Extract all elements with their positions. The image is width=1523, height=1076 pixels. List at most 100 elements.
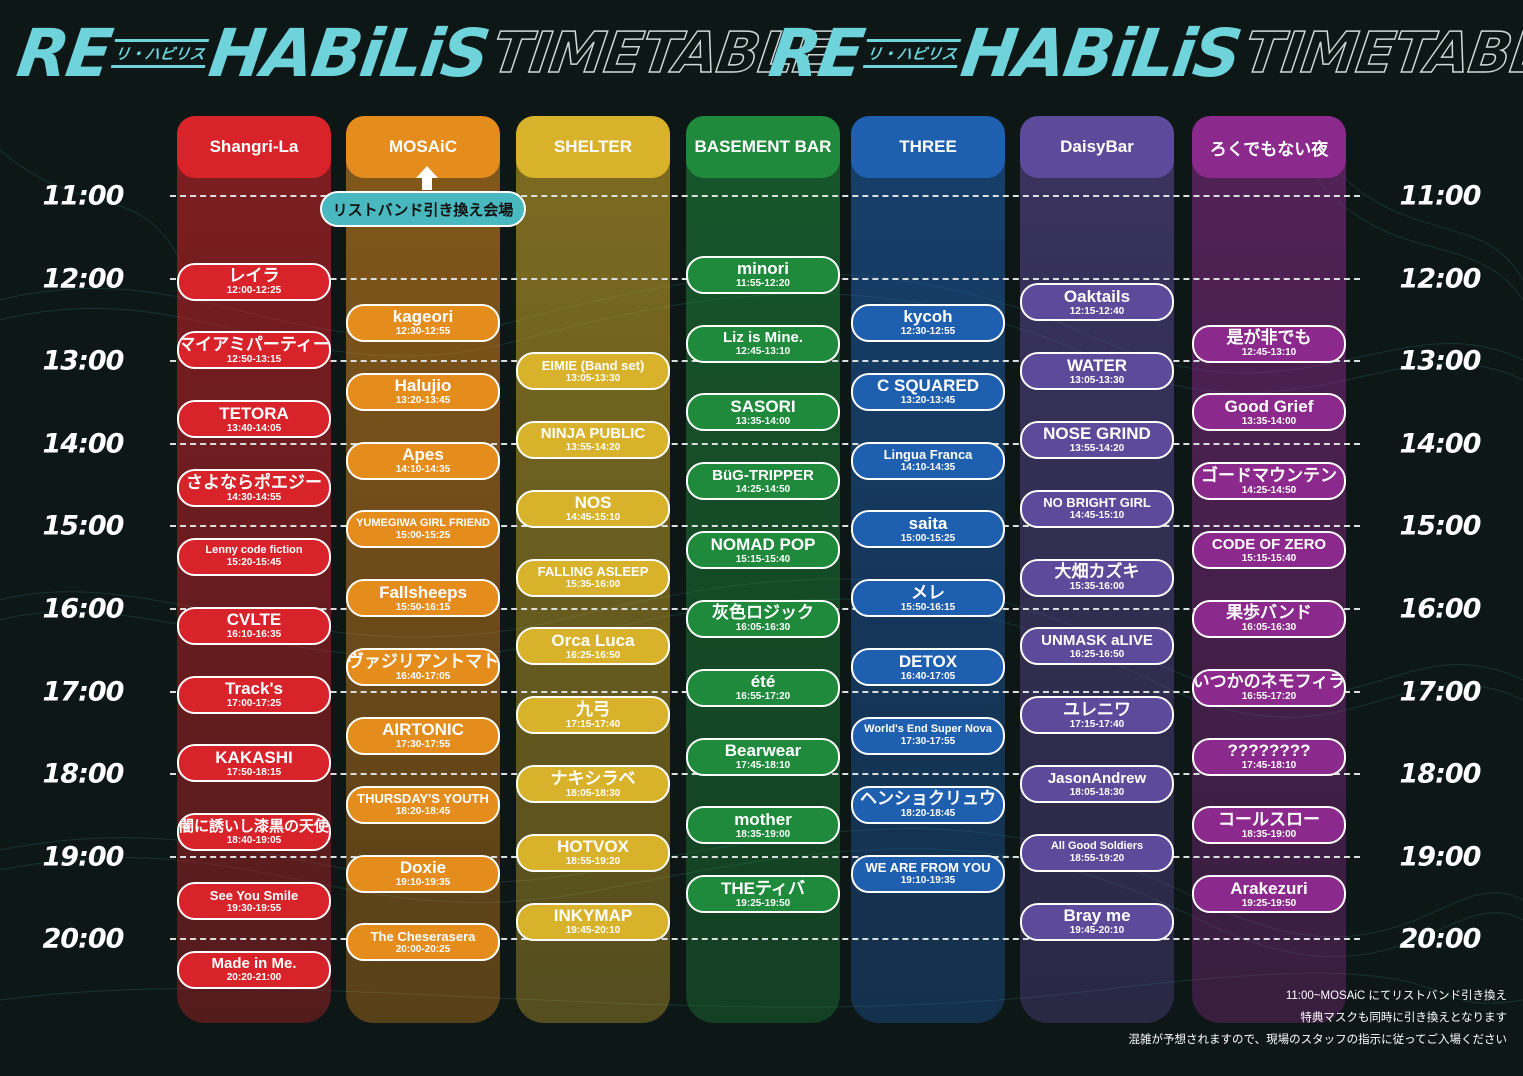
performance-slot[interactable]: été 16:55-17:20: [686, 668, 840, 707]
performance-slot[interactable]: レイラ 12:00-12:25: [177, 262, 331, 301]
performance-slot[interactable]: Lenny code fiction 15:20-15:45: [177, 537, 331, 576]
performance-slot[interactable]: 大畑カズキ 15:35-16:00: [1020, 558, 1174, 597]
performance-slot[interactable]: Arakezuri 19:25-19:50: [1192, 875, 1346, 914]
artist-name: メレ: [911, 582, 945, 602]
artist-name: ユレニワ: [1063, 699, 1131, 719]
slot-time: 16:25-16:50: [565, 649, 621, 661]
artist-name: NOSE GRIND: [1043, 424, 1151, 444]
performance-slot[interactable]: ユレニワ 17:15-17:40: [1020, 696, 1174, 735]
performance-slot[interactable]: See You Smile 19:30-19:55: [177, 882, 331, 921]
slot-time: 15:15-15:40: [735, 553, 791, 565]
performance-slot[interactable]: いつかのネモフィラ 16:55-17:20: [1192, 668, 1346, 707]
performance-slot[interactable]: 果歩バンド 16:05-16:30: [1192, 599, 1346, 638]
performance-slot[interactable]: Bearwear 17:45-18:10: [686, 737, 840, 776]
logo-rest: HABiLiS: [204, 14, 493, 92]
artist-name: KAKASHI: [215, 747, 293, 767]
artist-name: Lingua Franca: [883, 447, 973, 463]
slot-time: 17:30-17:55: [900, 736, 956, 748]
artist-name: WE ARE FROM YOU: [865, 860, 991, 876]
performance-slot[interactable]: DETOX 16:40-17:05: [851, 648, 1005, 687]
performance-slot[interactable]: HOTVOX 18:55-19:20: [516, 833, 670, 872]
performance-slot[interactable]: All Good Soldiers 18:55-19:20: [1020, 833, 1174, 872]
performance-slot[interactable]: Bray me 19:45-20:10: [1020, 902, 1174, 941]
slot-time: 13:35-14:00: [1241, 415, 1297, 427]
performance-slot[interactable]: Apes 14:10-14:35: [346, 441, 500, 480]
performance-slot[interactable]: NINJA PUBLIC 13:55-14:20: [516, 420, 670, 459]
performance-slot[interactable]: JasonAndrew 18:05-18:30: [1020, 765, 1174, 804]
performance-slot[interactable]: Halujio 13:20-13:45: [346, 372, 500, 411]
performance-slot[interactable]: Liz is Mine. 12:45-13:10: [686, 324, 840, 363]
performance-slot[interactable]: BüG-TRIPPER 14:25-14:50: [686, 462, 840, 501]
performance-slot[interactable]: The Cheserasera 20:00-20:25: [346, 923, 500, 962]
slot-time: 15:00-15:25: [900, 532, 956, 544]
performance-slot[interactable]: EIMIE (Band set) 13:05-13:30: [516, 352, 670, 391]
time-label-right: 19:00: [1399, 841, 1482, 873]
performance-slot[interactable]: World's End Super Nova 17:30-17:55: [851, 716, 1005, 755]
performance-slot[interactable]: 灰色ロジック 16:05-16:30: [686, 599, 840, 638]
performance-slot[interactable]: 九弓 17:15-17:40: [516, 696, 670, 735]
slot-time: 19:10-19:35: [900, 875, 956, 887]
performance-slot[interactable]: CVLTE 16:10-16:35: [177, 606, 331, 645]
performance-slot[interactable]: Orca Luca 16:25-16:50: [516, 627, 670, 666]
performance-slot[interactable]: WE ARE FROM YOU 19:10-19:35: [851, 854, 1005, 893]
performance-slot[interactable]: ヘンショクリュウ 18:20-18:45: [851, 785, 1005, 824]
performance-slot[interactable]: NOS 14:45-15:10: [516, 489, 670, 528]
slot-time: 13:05-13:30: [1069, 374, 1125, 386]
performance-slot[interactable]: C SQUARED 13:20-13:45: [851, 372, 1005, 411]
performance-slot[interactable]: SASORI 13:35-14:00: [686, 393, 840, 432]
performance-slot[interactable]: KAKASHI 17:50-18:15: [177, 744, 331, 783]
slot-time: 13:05-13:30: [565, 372, 621, 384]
performance-slot[interactable]: NOMAD POP 15:15-15:40: [686, 531, 840, 570]
performance-slot[interactable]: ???????? 17:45-18:10: [1192, 737, 1346, 776]
performance-slot[interactable]: INKYMAP 19:45-20:10: [516, 902, 670, 941]
artist-name: 夕闇に誘いし漆黒の天使達: [179, 817, 330, 835]
performance-slot[interactable]: Lingua Franca 14:10-14:35: [851, 441, 1005, 480]
performance-slot[interactable]: ゴードマウンテン 14:25-14:50: [1192, 462, 1346, 501]
performance-slot[interactable]: kageori 12:30-12:55: [346, 303, 500, 342]
performance-slot[interactable]: Oaktails 12:15-12:40: [1020, 283, 1174, 322]
brand-logo: RE リ・ハビリス HABiLiS: [765, 15, 1245, 92]
time-label-left: 17:00: [42, 676, 125, 708]
performance-slot[interactable]: mother 18:35-19:00: [686, 806, 840, 845]
performance-slot[interactable]: FALLING ASLEEP 15:35-16:00: [516, 558, 670, 597]
performance-slot[interactable]: NOSE GRIND 13:55-14:20: [1020, 420, 1174, 459]
performance-slot[interactable]: メレ 15:50-16:15: [851, 579, 1005, 618]
slot-time: 16:55-17:20: [1241, 691, 1297, 703]
artist-name: CODE OF ZERO: [1211, 535, 1327, 553]
performance-slot[interactable]: UNMASK aLIVE 16:25-16:50: [1020, 627, 1174, 666]
performance-slot[interactable]: AIRTONIC 17:30-17:55: [346, 716, 500, 755]
performance-slot[interactable]: Made in Me. 20:20-21:00: [177, 950, 331, 989]
performance-slot[interactable]: NO BRIGHT GIRL 14:45-15:10: [1020, 489, 1174, 528]
performance-slot[interactable]: CODE OF ZERO 15:15-15:40: [1192, 531, 1346, 570]
performance-slot[interactable]: YUMEGIWA GIRL FRIEND 15:00-15:25: [346, 510, 500, 549]
performance-slot[interactable]: ナキシラベ 18:05-18:30: [516, 765, 670, 804]
performance-slot[interactable]: WATER 13:05-13:30: [1020, 352, 1174, 391]
performance-slot[interactable]: 夕闇に誘いし漆黒の天使達18:40-19:05: [177, 813, 331, 852]
performance-slot[interactable]: TETORA 13:40-14:05: [177, 400, 331, 439]
slot-time: 15:00-15:25: [395, 529, 451, 541]
performance-slot[interactable]: Good Grief 13:35-14:00: [1192, 393, 1346, 432]
slot-time: 15:35-16:00: [565, 579, 621, 591]
performance-slot[interactable]: THEティバ 19:25-19:50: [686, 875, 840, 914]
stage-header: Shangri-La: [177, 116, 331, 178]
performance-slot[interactable]: saita 15:00-15:25: [851, 510, 1005, 549]
slot-time: 13:20-13:45: [395, 395, 451, 407]
time-label-right: 18:00: [1399, 758, 1482, 790]
performance-slot[interactable]: minori 11:55-12:20: [686, 255, 840, 294]
performance-slot[interactable]: マイアミパーティー 12:50-13:15: [177, 331, 331, 370]
artist-name: さよならポエジー: [186, 472, 322, 492]
artist-name: mother: [734, 809, 792, 829]
performance-slot[interactable]: Track's 17:00-17:25: [177, 675, 331, 714]
performance-slot[interactable]: Doxie 19:10-19:35: [346, 854, 500, 893]
performance-slot[interactable]: kycoh 12:30-12:55: [851, 303, 1005, 342]
performance-slot[interactable]: Fallsheeps 15:50-16:15: [346, 579, 500, 618]
slot-time: 13:35-14:00: [735, 415, 791, 427]
performance-slot[interactable]: ヴァジリアントマト 16:40-17:05: [346, 648, 500, 687]
time-label-left: 20:00: [42, 923, 125, 955]
performance-slot[interactable]: 是が非でも 12:45-13:10: [1192, 324, 1346, 363]
performance-slot[interactable]: さよならポエジー 14:30-14:55: [177, 469, 331, 508]
slot-time: 16:55-17:20: [735, 691, 791, 703]
performance-slot[interactable]: コールスロー 18:35-19:00: [1192, 806, 1346, 845]
time-label-left: 19:00: [42, 841, 125, 873]
performance-slot[interactable]: THURSDAY'S YOUTH 18:20-18:45: [346, 785, 500, 824]
